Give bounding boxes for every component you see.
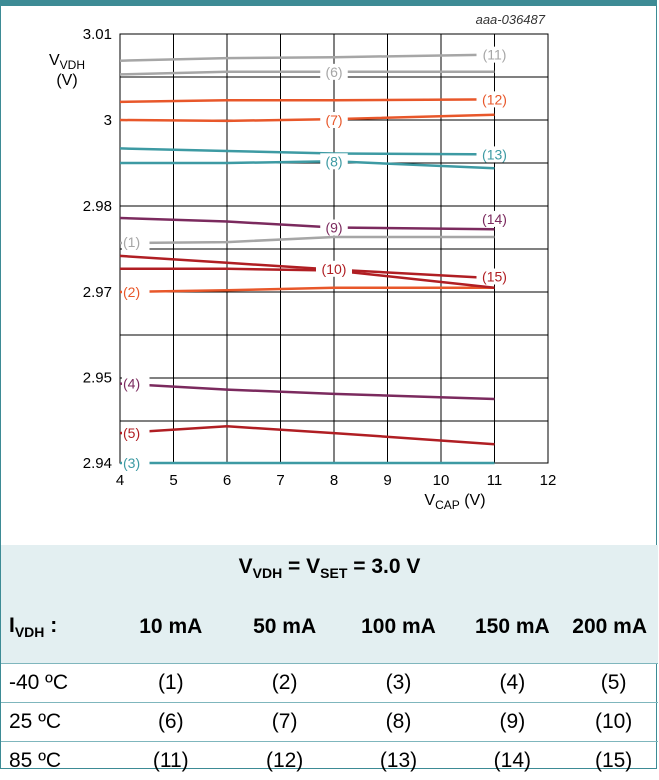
curve-id-cell: (12)	[228, 742, 342, 780]
table-title-sub-vdh: VDH	[253, 565, 283, 581]
temp-cell: 25 ºC	[1, 703, 114, 742]
series-line	[120, 256, 495, 278]
series-label: (6)	[325, 64, 342, 80]
series-line	[120, 426, 495, 444]
corner-sub-vdh: VDH	[15, 624, 45, 640]
x-tick-label: 4	[116, 472, 124, 489]
series-label: (5)	[123, 425, 140, 441]
series-line	[120, 237, 495, 243]
curve-id-cell: (3)	[342, 664, 456, 703]
series-label: (11)	[483, 47, 507, 63]
legend-table: VVDH = VSET = 3.0 V IVDH : 10 mA 50 mA 1…	[1, 545, 658, 780]
corner-header: IVDH :	[1, 591, 114, 664]
curve-id-cell: (13)	[342, 742, 456, 780]
curve-id-cell: (2)	[228, 664, 342, 703]
x-tick-label: 9	[383, 472, 391, 489]
table-title-end: = 3.0 V	[347, 555, 420, 578]
y-axis-label: VVDH	[49, 52, 85, 72]
series-line	[120, 72, 495, 75]
y-tick-label: 2.97	[83, 284, 112, 301]
y-tick-label: 3	[104, 112, 112, 129]
x-tick-label: 5	[169, 472, 177, 489]
x-tick-label: 8	[330, 472, 338, 489]
series-line	[120, 288, 495, 292]
curve-id-cell: (15)	[569, 742, 658, 780]
curve-id-cell: (9)	[455, 703, 569, 742]
series-label: (14)	[482, 211, 507, 227]
figure-id: aaa-036487	[476, 12, 546, 27]
curve-id-cell: (7)	[228, 703, 342, 742]
temp-cell: 85 ºC	[1, 742, 114, 780]
series-label: (8)	[325, 153, 342, 169]
curve-id-cell: (1)	[114, 664, 228, 703]
table-title: VVDH = VSET = 3.0 V	[1, 545, 658, 591]
x-tick-label: 12	[540, 472, 557, 489]
curve-id-cell: (6)	[114, 703, 228, 742]
series-line	[120, 99, 495, 102]
series-label: (12)	[482, 91, 507, 107]
series-label: (13)	[482, 146, 507, 162]
curve-id-cell: (14)	[455, 742, 569, 780]
temp-cell: -40 ºC	[1, 664, 114, 703]
current-header: 200 mA	[569, 591, 658, 664]
x-tick-label: 10	[433, 472, 450, 489]
current-header: 10 mA	[114, 591, 228, 664]
curve-id-cell: (8)	[342, 703, 456, 742]
curve-id-cell: (4)	[455, 664, 569, 703]
y-tick-label: 2.98	[83, 198, 112, 215]
series-label: (15)	[482, 269, 507, 285]
table-row: -40 ºC (1) (2) (3) (4) (5)	[1, 664, 658, 703]
current-header: 50 mA	[228, 591, 342, 664]
table-title-mid: = V	[282, 555, 320, 578]
y-tick-label: 2.94	[83, 455, 112, 472]
x-axis-label: VCAP (V)	[424, 492, 485, 512]
series-label: (7)	[325, 112, 342, 128]
line-chart: 4 5 6 7 8 9 10 11 12 3.01 3 2.98 2.97 2.95 2.94 VVDH(V)…	[0, 0, 659, 545]
curve-id-cell: (10)	[569, 703, 658, 742]
series-label: (10)	[322, 261, 347, 277]
table-row: 85 ºC (11) (12) (13) (14) (15)	[1, 742, 658, 780]
series-line	[120, 384, 495, 399]
series-line	[120, 218, 495, 229]
curve-id-cell: (11)	[114, 742, 228, 780]
current-header: 100 mA	[342, 591, 456, 664]
x-tick-label: 7	[276, 472, 284, 489]
y-axis-unit: (V)	[56, 72, 77, 89]
series-line	[120, 161, 495, 168]
current-header: 150 mA	[455, 591, 569, 664]
series-label: (9)	[325, 220, 342, 236]
table-row: 25 ºC (6) (7) (8) (9) (10)	[1, 703, 658, 742]
x-tick-label: 11	[487, 472, 503, 489]
table-title-v: V	[239, 555, 253, 578]
series-label: (1)	[123, 234, 140, 250]
curve-id-cell: (5)	[569, 664, 658, 703]
series-label: (4)	[123, 376, 140, 392]
y-tick-label: 2.95	[83, 370, 112, 387]
x-tick-label: 6	[223, 472, 231, 489]
series-label: (2)	[123, 284, 140, 300]
table-header-row: IVDH : 10 mA 50 mA 100 mA 150 mA 200 mA	[1, 591, 658, 664]
series-label: (3)	[123, 455, 140, 471]
series-line	[120, 55, 495, 61]
table-title-sub-set: SET	[320, 565, 347, 581]
corner-colon: :	[44, 614, 57, 637]
series-line	[120, 269, 495, 288]
table-title-row: VVDH = VSET = 3.0 V	[1, 545, 658, 591]
y-tick-label: 3.01	[83, 26, 112, 43]
series-line	[120, 148, 495, 154]
